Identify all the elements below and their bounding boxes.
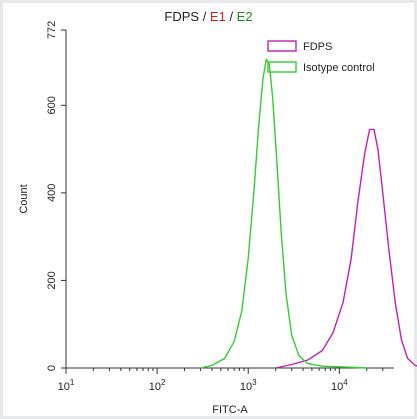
x-tick-label: 102: [149, 378, 166, 393]
series-line-fdps: [275, 128, 417, 369]
y-axis-label: Count: [18, 184, 30, 213]
title-part-e1: E1: [209, 9, 226, 24]
title-separator: /: [225, 9, 237, 24]
title-part-e2: E2: [236, 9, 253, 24]
legend-swatch: [267, 61, 297, 73]
title-separator: /: [199, 9, 210, 24]
x-tick-label: 101: [58, 378, 75, 393]
x-tick-label: 103: [240, 378, 257, 393]
y-tick-label: 600: [46, 96, 58, 114]
title-part-fdps: FDPS: [164, 9, 200, 24]
x-axis-label: FITC-A: [212, 404, 248, 416]
y-tick-label: 772: [46, 21, 58, 39]
y-tick-label: 400: [46, 184, 58, 202]
y-tick-label: 0: [46, 365, 58, 371]
legend-entry: Isotype control: [303, 62, 375, 74]
y-tick-label: 200: [46, 271, 58, 289]
legend-swatch: [267, 40, 297, 52]
series-line-isotype-control: [200, 58, 367, 369]
legend-entry: FDPS: [303, 41, 332, 53]
x-tick-label: 104: [331, 378, 348, 393]
chart-title: FDPS / E1 / E2: [0, 9, 417, 24]
